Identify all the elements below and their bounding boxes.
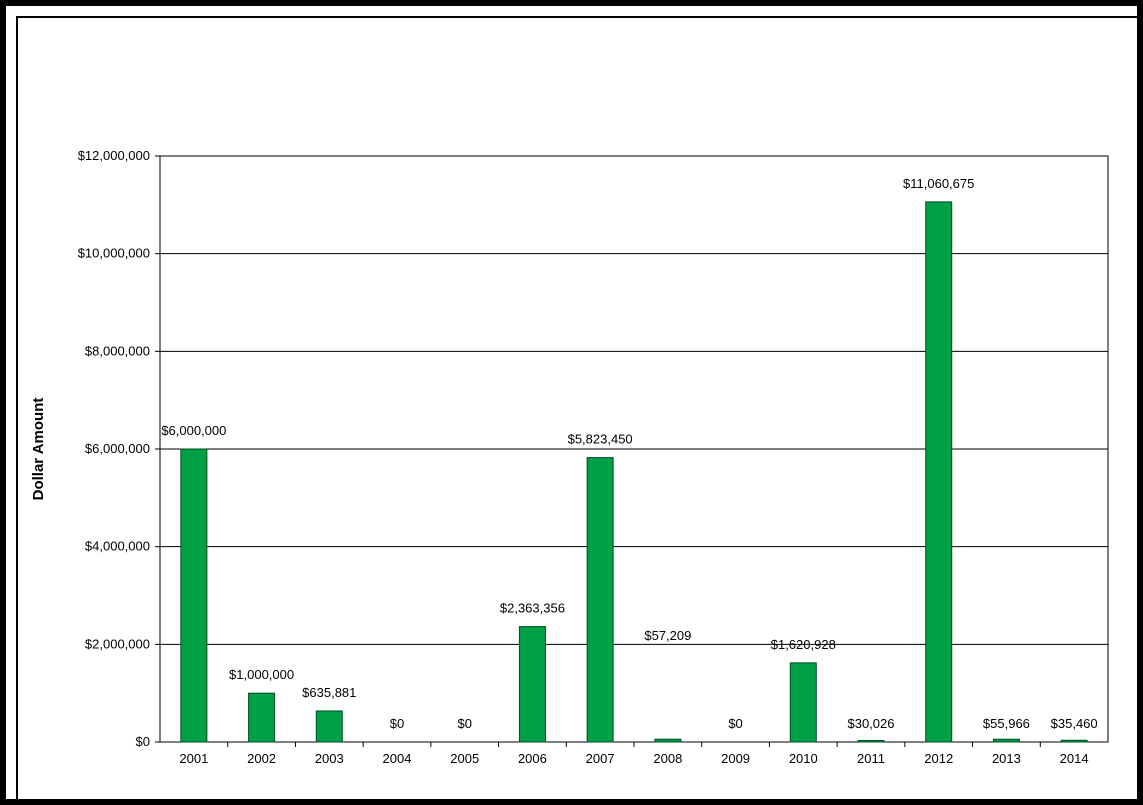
y-tick-label: $6,000,000 xyxy=(85,441,150,456)
x-tick-label-2002: 2002 xyxy=(247,751,276,766)
y-tick-label: $0 xyxy=(136,734,150,749)
data-label-2014: $35,460 xyxy=(1051,716,1098,731)
x-tick-label-2003: 2003 xyxy=(315,751,344,766)
data-label-2005: $0 xyxy=(457,716,471,731)
data-label-2011: $30,026 xyxy=(848,716,895,731)
y-axis-ticks: $0 $2,000,000 $4,000,000 $6,000,000 $8,000,0… xyxy=(78,148,160,749)
bar-2008 xyxy=(654,738,682,743)
x-tick-label-2009: 2009 xyxy=(721,751,750,766)
data-labels: $6,000,000 $1,000,000 $635,881 $0 $0 $2,363,3… xyxy=(161,176,1097,731)
x-tick-label-2011: 2011 xyxy=(857,751,885,766)
bars xyxy=(180,201,1088,743)
bar-2007 xyxy=(586,457,614,743)
data-label-2001: $6,000,000 xyxy=(161,423,226,438)
x-axis-ticks: 2001 2002 2003 2004 2005 2006 2007 2008 2009 2010… xyxy=(179,742,1089,766)
x-tick-label-2004: 2004 xyxy=(383,751,412,766)
x-tick-label-2010: 2010 xyxy=(789,751,818,766)
data-label-2013: $55,966 xyxy=(983,716,1030,731)
y-axis-label: Dollar Amount xyxy=(30,398,47,501)
y-tick-label: $4,000,000 xyxy=(85,539,150,554)
x-tick-label-2012: 2012 xyxy=(924,751,953,766)
data-label-2010: $1,620,928 xyxy=(771,637,836,652)
y-tick-label: $10,000,000 xyxy=(78,246,150,261)
data-label-2009: $0 xyxy=(728,716,742,731)
x-tick-label-2013: 2013 xyxy=(992,751,1021,766)
bar-2013 xyxy=(992,738,1020,743)
x-tick-label-2005: 2005 xyxy=(450,751,479,766)
data-label-2004: $0 xyxy=(390,716,404,731)
x-tick-label-2001: 2001 xyxy=(179,751,208,766)
bar-2010 xyxy=(789,662,817,743)
data-label-2002: $1,000,000 xyxy=(229,667,294,682)
bar-2006 xyxy=(518,626,546,743)
bar-2001 xyxy=(180,448,208,743)
data-label-2012: $11,060,675 xyxy=(903,176,974,191)
bar-2014 xyxy=(1060,739,1088,743)
bar-2012 xyxy=(925,201,953,743)
x-tick-label-2007: 2007 xyxy=(586,751,615,766)
y-tick-label: $12,000,000 xyxy=(78,148,150,163)
bar-2003 xyxy=(315,710,343,743)
y-tick-label: $2,000,000 xyxy=(85,636,150,651)
data-label-2007: $5,823,450 xyxy=(568,432,633,447)
data-label-2006: $2,363,356 xyxy=(500,601,565,616)
bar-2002 xyxy=(248,692,276,743)
x-tick-label-2008: 2008 xyxy=(653,751,682,766)
data-label-2008: $57,209 xyxy=(644,628,691,643)
y-tick-label: $8,000,000 xyxy=(85,343,150,358)
bar-2011 xyxy=(857,740,885,743)
x-tick-label-2006: 2006 xyxy=(518,751,547,766)
data-label-2003: $635,881 xyxy=(302,685,356,700)
x-tick-label-2014: 2014 xyxy=(1060,751,1089,766)
